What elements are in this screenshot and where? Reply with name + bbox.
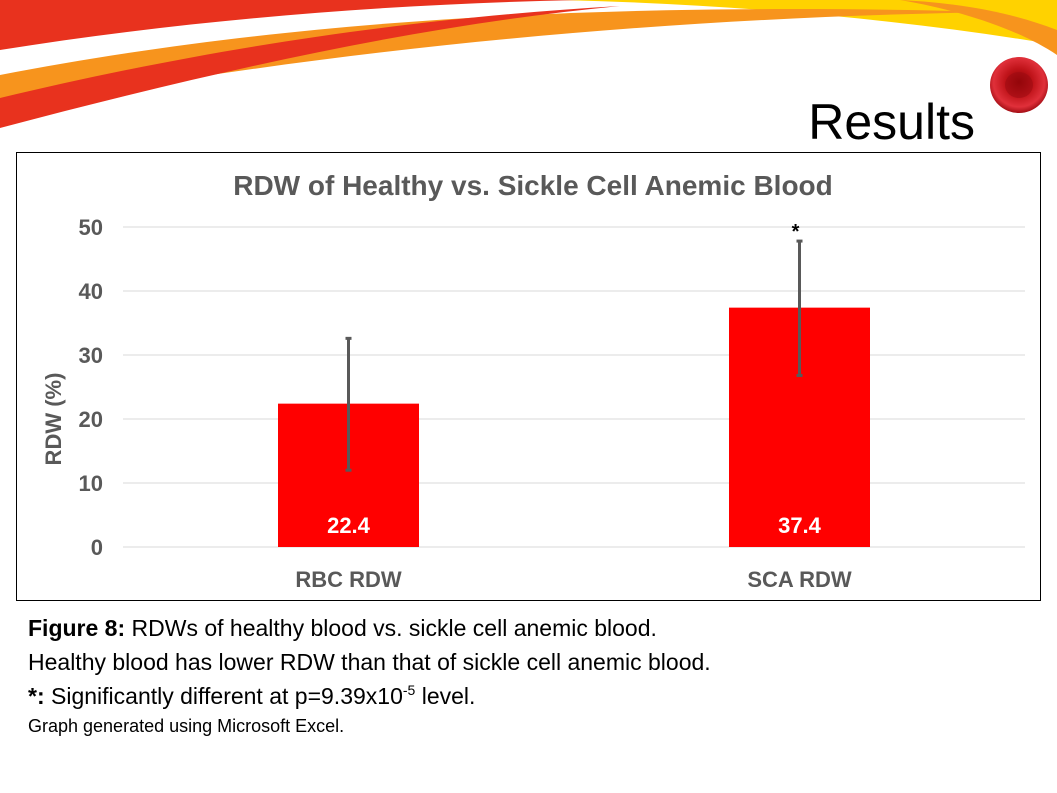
error-bars — [345, 239, 803, 472]
slide-title: Results — [808, 94, 975, 150]
gridlines — [123, 226, 1025, 548]
red-blood-cell-icon — [990, 57, 1048, 113]
data-label: 37.4 — [778, 513, 822, 538]
chart-frame: RDW of Healthy vs. Sickle Cell Anemic Bl… — [16, 152, 1041, 601]
caption-line-3: *: Significantly different at p=9.39x10-… — [28, 679, 1028, 713]
caption-line-1: Figure 8: RDWs of healthy blood vs. sick… — [28, 611, 1028, 645]
chart-title: RDW of Healthy vs. Sickle Cell Anemic Bl… — [233, 170, 833, 201]
significance-label: *: — [28, 683, 45, 709]
y-tick-label: 0 — [91, 535, 103, 560]
x-axis-labels: RBC RDW SCA RDW — [295, 567, 852, 592]
x-tick-label: RBC RDW — [295, 567, 402, 592]
caption-line-2: Healthy blood has lower RDW than that of… — [28, 649, 711, 675]
y-tick-label: 10 — [79, 471, 103, 496]
caption-source: Graph generated using Microsoft Excel. — [28, 716, 345, 736]
data-labels: 22.4 * 37.4 — [327, 221, 822, 538]
bars — [278, 307, 870, 547]
figure-label: Figure 8: — [28, 615, 126, 641]
y-axis-ticks: 0 10 20 30 40 50 — [79, 215, 103, 560]
y-axis-label: RDW (%) — [41, 373, 66, 466]
data-label: 22.4 — [327, 513, 371, 538]
y-tick-label: 40 — [79, 279, 103, 304]
figure-caption: Figure 8: RDWs of healthy blood vs. sick… — [28, 611, 1028, 739]
x-tick-label: SCA RDW — [747, 567, 852, 592]
y-tick-label: 30 — [79, 343, 103, 368]
significance-tail: level. — [415, 683, 476, 709]
figure-description: RDWs of healthy blood vs. sickle cell an… — [125, 615, 657, 641]
significance-text: Significantly different at p=9.39x10 — [44, 683, 403, 709]
significance-asterisk: * — [792, 221, 800, 243]
y-tick-label: 50 — [79, 215, 103, 240]
y-tick-label: 20 — [79, 407, 103, 432]
bar-chart: RDW of Healthy vs. Sickle Cell Anemic Bl… — [41, 170, 1025, 592]
top-swoosh-decoration — [0, 0, 1057, 128]
significance-exponent: -5 — [402, 682, 416, 698]
